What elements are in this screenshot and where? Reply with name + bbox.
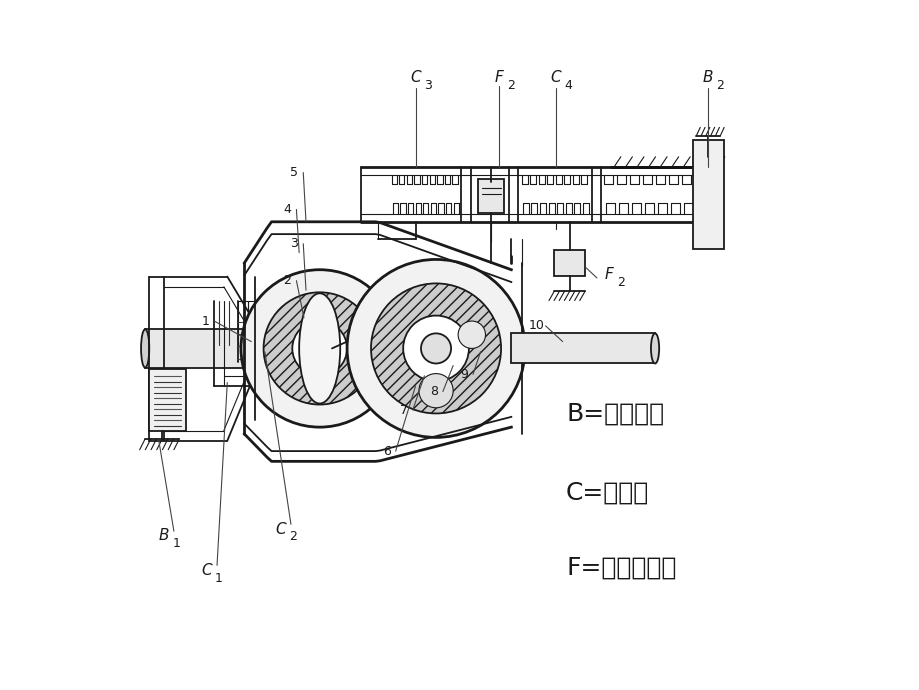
Text: B: B — [159, 529, 169, 544]
Text: 8: 8 — [429, 385, 437, 398]
Text: 2: 2 — [506, 79, 515, 92]
Text: F: F — [494, 70, 503, 85]
Text: 1: 1 — [215, 571, 222, 584]
Circle shape — [421, 333, 450, 364]
Circle shape — [307, 336, 332, 361]
Text: 2: 2 — [289, 531, 297, 544]
Bar — [148, 369, 186, 431]
Text: 5: 5 — [290, 166, 298, 179]
Text: 2: 2 — [715, 79, 723, 92]
Text: 1: 1 — [201, 315, 210, 328]
Text: C: C — [201, 563, 212, 578]
Text: F: F — [604, 267, 613, 282]
Ellipse shape — [141, 329, 149, 368]
Text: 9: 9 — [460, 368, 468, 381]
Ellipse shape — [299, 293, 340, 404]
Circle shape — [418, 373, 453, 408]
Circle shape — [346, 259, 525, 437]
Circle shape — [292, 321, 346, 376]
Text: B: B — [702, 70, 712, 85]
Text: C: C — [550, 70, 561, 85]
Text: 3: 3 — [290, 237, 298, 250]
Polygon shape — [511, 333, 654, 364]
Ellipse shape — [651, 333, 658, 364]
Text: B=锁定制动: B=锁定制动 — [565, 402, 664, 426]
Polygon shape — [145, 329, 302, 368]
Text: 4: 4 — [563, 79, 572, 92]
Text: C: C — [410, 70, 420, 85]
Text: 2: 2 — [617, 276, 625, 289]
Text: F=单向离合器: F=单向离合器 — [565, 555, 675, 580]
Text: C=离合器: C=离合器 — [565, 480, 649, 504]
Circle shape — [241, 270, 398, 427]
Bar — [692, 139, 722, 249]
Text: 3: 3 — [424, 79, 431, 92]
Circle shape — [458, 321, 485, 348]
Text: 4: 4 — [283, 203, 291, 216]
Text: 10: 10 — [528, 319, 544, 333]
Circle shape — [370, 284, 501, 413]
Text: C: C — [275, 522, 286, 537]
Bar — [554, 250, 584, 276]
Circle shape — [263, 293, 375, 404]
Bar — [478, 179, 504, 213]
Text: 1: 1 — [173, 538, 180, 551]
Text: 2: 2 — [283, 274, 291, 287]
Text: 6: 6 — [382, 444, 391, 457]
Circle shape — [403, 315, 469, 382]
Text: 7: 7 — [400, 404, 407, 417]
